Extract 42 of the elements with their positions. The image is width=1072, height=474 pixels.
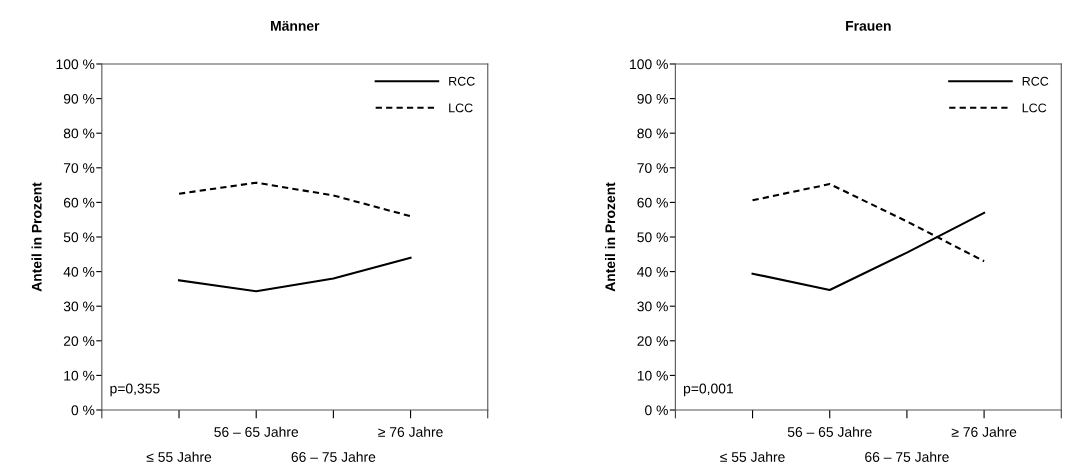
chart-title: Männer — [271, 21, 320, 31]
x-tick-label: ≥ 76 Jahre — [951, 426, 1017, 437]
x-tick-label: ≤ 55 Jahre — [146, 451, 212, 462]
annotation: p=0,355 — [110, 383, 160, 397]
y-axis-title: Anteil in Prozent — [31, 182, 42, 292]
x-tick-label: 66 – 75 Jahre — [291, 451, 376, 462]
y-tick-label: 90 % — [63, 93, 95, 104]
y-tick-label: 80 % — [637, 128, 668, 139]
chart-title: Frauen — [846, 21, 891, 31]
y-tick-label: 0 % — [645, 405, 668, 416]
legend-label: RCC — [449, 76, 475, 86]
y-tick-label: 30 % — [637, 301, 668, 312]
x-tick-label: 56 – 65 Jahre — [214, 426, 299, 437]
y-tick-label: 60 % — [637, 197, 668, 208]
y-tick-label: 100 % — [630, 59, 668, 70]
y-tick-label: 50 % — [637, 232, 668, 243]
legend-label: LCC — [449, 103, 473, 113]
y-tick-label: 40 % — [63, 266, 95, 277]
y-tick-label: 90 % — [637, 93, 668, 104]
y-axis-title: Anteil in Prozent — [604, 182, 616, 292]
x-tick-label: 66 – 75 Jahre — [865, 451, 949, 462]
y-tick-label: 20 % — [63, 336, 95, 346]
legend-label: LCC — [1022, 103, 1047, 113]
x-tick-label: ≥ 76 Jahre — [378, 426, 443, 437]
y-tick-label: 100 % — [56, 59, 95, 70]
line-series — [177, 181, 412, 218]
y-tick-label: 20 % — [637, 336, 668, 346]
y-tick-label: 40 % — [637, 266, 668, 277]
x-tick-label: 56 – 65 Jahre — [787, 426, 872, 437]
y-tick-label: 70 % — [637, 163, 668, 173]
y-tick-label: 50 % — [63, 232, 95, 243]
legend-label: RCC — [1022, 76, 1049, 86]
y-tick-label: 30 % — [63, 301, 95, 312]
y-tick-label: 60 % — [63, 197, 95, 208]
y-tick-label: 70 % — [63, 163, 95, 173]
y-tick-label: 80 % — [63, 128, 95, 139]
y-tick-label: 10 % — [637, 370, 668, 381]
y-tick-label: 10 % — [64, 370, 95, 381]
annotation: p=0,001 — [683, 383, 733, 397]
line-series — [177, 256, 412, 293]
y-tick-label: 0 % — [71, 405, 95, 416]
x-tick-label: ≤ 55 Jahre — [720, 451, 785, 462]
